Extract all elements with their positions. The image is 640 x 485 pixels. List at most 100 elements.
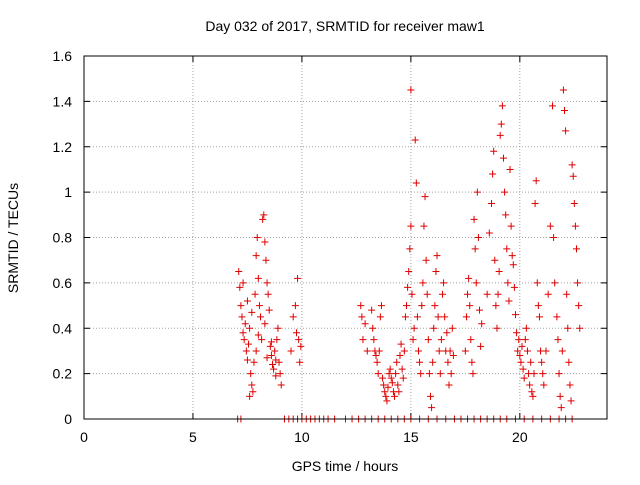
data-point (507, 222, 515, 230)
data-point (272, 372, 280, 380)
data-point (468, 358, 476, 366)
data-point (510, 283, 518, 291)
data-point (540, 381, 548, 389)
data-point (502, 211, 510, 219)
data-point (265, 306, 273, 314)
data-points (234, 86, 584, 423)
data-point (436, 370, 444, 378)
data-point (465, 274, 473, 282)
data-point (534, 302, 542, 310)
data-point (494, 290, 502, 298)
data-point (274, 324, 282, 332)
data-point (271, 347, 279, 355)
data-point (466, 302, 474, 310)
data-point (373, 358, 381, 366)
data-point (499, 154, 507, 162)
data-point (247, 370, 255, 378)
data-point (412, 179, 420, 187)
data-point (498, 102, 506, 110)
data-point (539, 370, 547, 378)
data-point (550, 234, 558, 241)
data-point (485, 229, 493, 237)
data-point (546, 222, 554, 230)
data-point (430, 324, 438, 332)
y-tick-label: 0.8 (53, 230, 73, 246)
data-point (413, 313, 421, 321)
data-point (476, 306, 484, 314)
x-tick-label: 0 (80, 429, 88, 445)
data-point (252, 252, 260, 260)
data-point (416, 358, 424, 366)
data-point (383, 397, 391, 405)
data-point (533, 279, 541, 287)
data-point (501, 188, 509, 196)
data-point (566, 381, 574, 389)
x-tick-label: 10 (294, 429, 310, 445)
data-point (470, 215, 478, 223)
data-point (246, 324, 254, 332)
data-point (363, 347, 371, 355)
data-point (276, 370, 284, 378)
data-point (396, 351, 404, 359)
data-point (261, 238, 269, 246)
data-point (526, 381, 534, 389)
data-point (243, 356, 251, 364)
y-tick-label: 1.4 (53, 93, 73, 109)
data-point (448, 324, 456, 332)
data-point (385, 370, 393, 378)
data-point (419, 279, 427, 287)
data-point (529, 392, 537, 400)
data-point (375, 347, 383, 355)
data-point (424, 336, 432, 344)
data-point (538, 358, 546, 366)
data-point (268, 361, 276, 369)
data-point (544, 290, 552, 298)
data-point (241, 320, 249, 328)
data-point (399, 374, 407, 382)
x-tick-label: 15 (403, 429, 419, 445)
data-point (564, 324, 572, 332)
data-point (239, 279, 247, 287)
data-point (245, 340, 253, 348)
plot-frame (83, 55, 608, 420)
data-point (488, 199, 496, 207)
data-point (289, 313, 297, 321)
data-point (511, 311, 519, 319)
data-point (410, 324, 418, 332)
data-point (393, 358, 401, 366)
data-point (401, 313, 409, 321)
data-point (521, 336, 529, 344)
data-point (240, 336, 248, 344)
data-point (421, 193, 429, 201)
data-point (415, 347, 423, 355)
data-point (400, 347, 408, 355)
data-point (359, 336, 367, 344)
data-point (407, 222, 415, 230)
data-point (403, 302, 411, 310)
data-point (296, 358, 304, 366)
data-point (237, 302, 245, 310)
data-point (559, 86, 567, 94)
data-point (275, 358, 283, 366)
data-point (376, 313, 384, 321)
data-point (381, 388, 389, 396)
x-tick-label: 20 (512, 429, 528, 445)
data-point (435, 347, 443, 355)
data-point (565, 358, 573, 366)
data-point (238, 313, 246, 321)
data-point (563, 290, 571, 298)
data-point (397, 340, 405, 348)
data-point (569, 172, 577, 180)
data-point (398, 365, 406, 373)
data-point (568, 161, 576, 169)
data-point (520, 374, 528, 382)
data-point (440, 279, 448, 287)
y-tick-label: 0 (64, 411, 72, 427)
data-point (528, 388, 536, 396)
data-point (478, 320, 486, 328)
data-point (379, 374, 387, 382)
data-point (267, 338, 275, 346)
data-point (447, 370, 455, 378)
